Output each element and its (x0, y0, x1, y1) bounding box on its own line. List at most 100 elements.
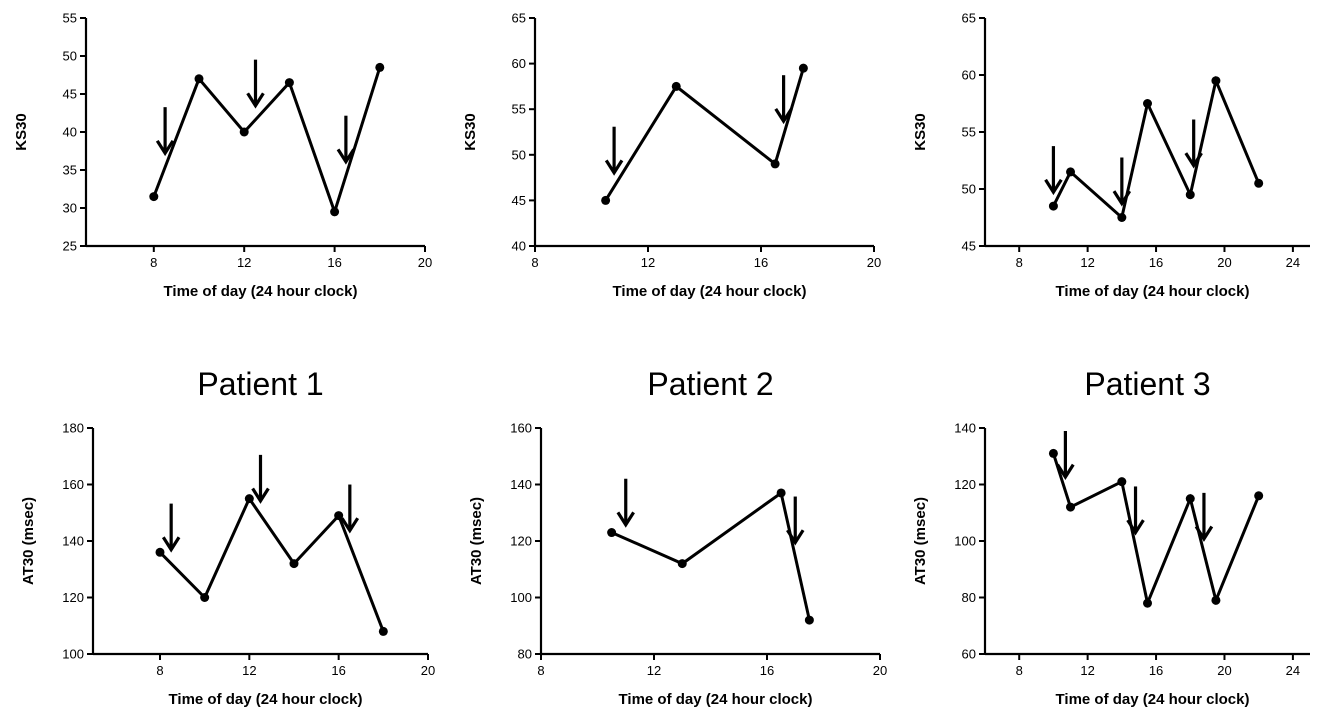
arrow-head (251, 487, 270, 504)
x-tick-label: 16 (760, 663, 774, 678)
arrow-head (616, 511, 635, 528)
y-tick-label: 45 (63, 87, 77, 102)
y-tick-label: 65 (962, 11, 976, 26)
data-point (1185, 494, 1195, 504)
dose-arrow-icon (1184, 119, 1203, 169)
series-line (610, 490, 811, 621)
data-point (776, 488, 786, 498)
y-tick-label: 45 (512, 193, 526, 208)
y-tick-label: 30 (63, 201, 77, 216)
y-axis-title: KS30 (462, 113, 479, 151)
arrow-head (246, 92, 265, 109)
y-tick-label: 120 (510, 534, 532, 549)
y-tick-label: 180 (62, 421, 84, 436)
x-tick-label: 12 (242, 663, 256, 678)
data-point (334, 511, 344, 521)
data-point (239, 127, 249, 137)
x-tick-label: 16 (754, 255, 768, 270)
x-tick-label: 20 (418, 255, 432, 270)
dose-arrow-icon (155, 107, 175, 157)
data-point (1048, 448, 1058, 458)
y-tick-label: 120 (954, 477, 976, 492)
arrow-head (786, 529, 805, 546)
x-tick-label: 12 (237, 255, 251, 270)
data-point (1143, 598, 1152, 608)
arrow-head (1184, 152, 1203, 169)
chart-panel-3: 45 50 55 60 65 8 12 16 20 24 Time of day (24 hour … (912, 11, 1310, 300)
arrow-head (336, 148, 356, 165)
x-tick-label: 24 (1286, 255, 1300, 270)
x-axis-title: Time of day (24 hour clock) (619, 691, 813, 708)
y-tick-label: 50 (63, 49, 77, 64)
y-tick-label: 160 (62, 477, 84, 492)
y-tick-label: 25 (63, 239, 77, 254)
data-point (1211, 76, 1221, 86)
data-point (601, 195, 611, 205)
dose-arrow-icon (336, 115, 356, 165)
x-tick-label: 16 (327, 255, 341, 270)
dose-arrow-icon (616, 478, 635, 528)
y-tick-label: 40 (512, 239, 526, 254)
y-tick-label: 140 (62, 534, 84, 549)
y-tick-label: 50 (962, 182, 976, 197)
data-point (1048, 201, 1058, 211)
chart-panel-6: Patient 3 60 80 100 120 140 8 12 16 20 24 Time of d… (912, 366, 1310, 708)
series-line (1051, 452, 1261, 609)
data-point (804, 615, 814, 625)
data-point (1066, 502, 1076, 512)
data-point (1117, 477, 1127, 487)
x-axis-title: Time of day (24 hour clock) (613, 283, 807, 300)
y-tick-label: 160 (510, 421, 532, 436)
chart-panel-4: Patient 1 100 120 140 160 180 8 12 16 20 Time of d… (20, 366, 435, 708)
x-axis-title: Time of day (24 hour clock) (164, 283, 358, 300)
y-tick-label: 60 (962, 68, 976, 83)
data-point (1254, 491, 1264, 501)
data-point (1143, 99, 1152, 108)
x-tick-label: 8 (1016, 663, 1023, 678)
y-axis-title: AT30 (msec) (20, 497, 37, 585)
dose-arrow-icon (1194, 492, 1214, 542)
y-tick-label: 80 (518, 647, 532, 662)
x-tick-label: 16 (1149, 663, 1163, 678)
data-point (155, 547, 165, 557)
data-point (1117, 213, 1127, 222)
x-tick-label: 24 (1286, 663, 1300, 678)
data-point (289, 559, 299, 569)
data-point (375, 62, 385, 72)
arrow-head (1126, 519, 1145, 536)
y-tick-label: 140 (510, 477, 532, 492)
dose-arrow-icon (774, 75, 793, 125)
x-tick-label: 16 (331, 663, 345, 678)
panel-title: Patient 1 (197, 366, 323, 402)
dose-arrow-icon (604, 126, 624, 176)
x-tick-label: 20 (421, 663, 435, 678)
panel-title: Patient 3 (1084, 366, 1210, 402)
x-tick-label: 8 (150, 255, 157, 270)
x-tick-label: 12 (1080, 255, 1094, 270)
x-axis-title: Time of day (24 hour clock) (169, 691, 363, 708)
y-tick-label: 55 (512, 102, 526, 117)
y-tick-label: 55 (63, 11, 77, 26)
chart-panel-1: 25 30 35 40 45 50 55 8 12 16 20 Time of day (24 hou… (13, 11, 432, 301)
x-axis-title: Time of day (24 hour clock) (1056, 283, 1250, 300)
series-line (604, 67, 805, 202)
arrow-head (774, 107, 793, 125)
y-tick-label: 55 (962, 125, 976, 140)
dose-arrow-icon (251, 454, 270, 504)
x-tick-label: 20 (1217, 255, 1231, 270)
dose-arrow-icon (1044, 146, 1063, 196)
y-tick-label: 65 (512, 11, 526, 26)
data-point (1254, 178, 1264, 188)
arrow-head (1044, 178, 1063, 196)
arrow-head (161, 536, 181, 553)
chart-panel-2: 40 45 50 55 60 65 8 12 16 20 Time of day (24 hour … (462, 11, 881, 301)
dose-arrow-icon (1126, 486, 1145, 536)
y-tick-label: 80 (962, 590, 976, 605)
series-line (152, 66, 382, 217)
arrow-head (340, 517, 360, 534)
y-tick-label: 120 (62, 590, 84, 605)
y-tick-label: 100 (510, 590, 532, 605)
y-tick-label: 50 (512, 147, 526, 162)
data-point (1185, 190, 1195, 200)
